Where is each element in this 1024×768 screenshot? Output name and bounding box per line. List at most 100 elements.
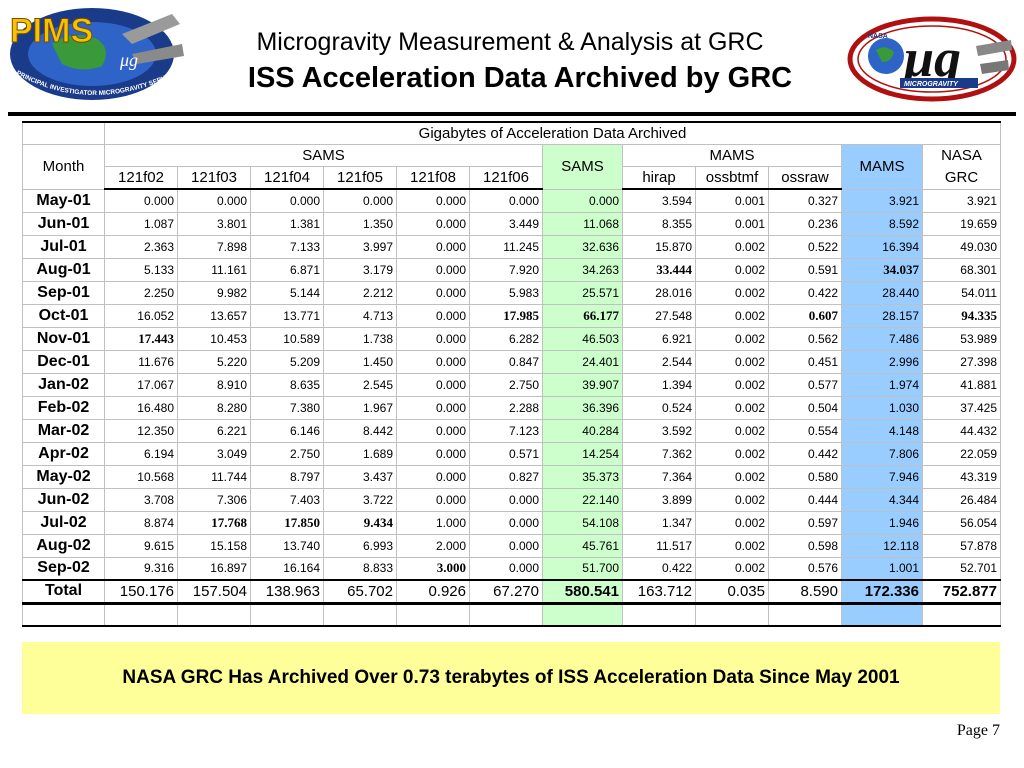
empty-row [22, 602, 1001, 627]
value-cell: 1.394 [622, 372, 696, 397]
value-cell: 0.236 [768, 211, 842, 236]
mams-group-header: MAMS [622, 143, 842, 167]
table-row: Apr-02 6.194 3.049 2.750 1.689 0.000 0.571 14.2… [22, 441, 1001, 466]
month-cell: Apr-02 [22, 441, 105, 466]
column-header: 121f06 [469, 166, 543, 190]
value-cell: 17.768 [177, 510, 251, 535]
value-cell: 0.576 [768, 556, 842, 581]
value-cell: 0.000 [396, 372, 470, 397]
value-cell: 8.910 [177, 372, 251, 397]
acceleration-data-table: Gigabytes of Acceleration Data Archived … [22, 121, 1001, 627]
value-cell: 0.002 [695, 395, 769, 420]
value-cell: 1.738 [323, 326, 397, 351]
value-cell: 0.000 [542, 188, 623, 213]
value-cell: 1.450 [323, 349, 397, 374]
table-row: May-01 0.000 0.000 0.000 0.000 0.000 0.000 0.00… [22, 188, 1001, 213]
value-cell: 6.146 [250, 418, 324, 443]
value-cell: 3.801 [177, 211, 251, 236]
value-cell: 1.001 [841, 556, 923, 581]
table-row: Sep-02 9.316 16.897 16.164 8.833 3.000 0.000 51… [22, 556, 1001, 581]
nasa-grc-header: NASA GRC [922, 143, 1001, 190]
value-cell: 52.701 [922, 556, 1001, 581]
value-cell: 0.002 [695, 349, 769, 374]
value-cell: 2.750 [250, 441, 324, 466]
value-cell: 16.897 [177, 556, 251, 581]
value-cell: 40.284 [542, 418, 623, 443]
value-cell: 0.524 [622, 395, 696, 420]
value-cell: 5.209 [250, 349, 324, 374]
value-cell: 2.996 [841, 349, 923, 374]
value-cell: 10.453 [177, 326, 251, 351]
value-cell: 46.503 [542, 326, 623, 351]
table-row: May-02 10.568 11.744 8.797 3.437 0.000 0.827 35… [22, 464, 1001, 489]
nasa-logo-text: NASA [868, 33, 888, 40]
value-cell: 12.118 [841, 533, 923, 558]
value-cell: 2.544 [622, 349, 696, 374]
value-cell: 0.000 [323, 188, 397, 213]
value-cell: 580.541 [542, 579, 623, 605]
nasa-grc-header-line2: GRC [944, 168, 979, 186]
value-cell: 3.899 [622, 487, 696, 512]
value-cell: 8.442 [323, 418, 397, 443]
table-row: Sep-01 2.250 9.982 5.144 2.212 0.000 5.983 25.5… [22, 280, 1001, 305]
value-cell: 1.030 [841, 395, 923, 420]
value-cell: 16.394 [841, 234, 923, 259]
value-cell: 0.571 [469, 441, 543, 466]
value-cell: 1.689 [323, 441, 397, 466]
value-cell: 0.001 [695, 188, 769, 213]
value-cell: 28.157 [841, 303, 923, 328]
value-cell: 1.381 [250, 211, 324, 236]
value-cell: 34.263 [542, 257, 623, 282]
table-row: Dec-01 11.676 5.220 5.209 1.450 0.000 0.847 24.… [22, 349, 1001, 374]
value-cell: 14.254 [542, 441, 623, 466]
value-cell: 6.194 [104, 441, 178, 466]
value-cell: 28.016 [622, 280, 696, 305]
sams-total-header: SAMS [542, 143, 623, 190]
month-cell: Aug-02 [22, 533, 105, 558]
value-cell: 7.133 [250, 234, 324, 259]
value-cell: 0.002 [695, 487, 769, 512]
value-cell: 24.401 [542, 349, 623, 374]
column-header: 121f05 [323, 166, 397, 190]
value-cell: 3.921 [841, 188, 923, 213]
value-cell: 66.177 [542, 303, 623, 328]
value-cell: 0.002 [695, 418, 769, 443]
value-cell: 7.362 [622, 441, 696, 466]
month-cell: Jun-01 [22, 211, 105, 236]
value-cell: 0.002 [695, 556, 769, 581]
value-cell: 17.850 [250, 510, 324, 535]
column-header: 121f04 [250, 166, 324, 190]
month-header: Month [22, 143, 105, 190]
value-cell: 0.926 [396, 579, 470, 605]
value-cell: 3.449 [469, 211, 543, 236]
table-caption: Gigabytes of Acceleration Data Archived [104, 121, 1001, 145]
value-cell: 0.000 [396, 326, 470, 351]
value-cell: 0.504 [768, 395, 842, 420]
table-row: Jan-02 17.067 8.910 8.635 2.545 0.000 2.750 39.… [22, 372, 1001, 397]
value-cell: 11.245 [469, 234, 543, 259]
value-cell: 3.722 [323, 487, 397, 512]
value-cell: 16.164 [250, 556, 324, 581]
value-cell: 0.522 [768, 234, 842, 259]
pims-logo: PIMS μg PRINCIPAL INVESTIGATOR MICROGRAV… [2, 4, 188, 108]
column-header: ossraw [768, 166, 842, 190]
value-cell: 0.002 [695, 441, 769, 466]
value-cell: 0.000 [469, 487, 543, 512]
value-cell: 3.179 [323, 257, 397, 282]
table-row: Aug-02 9.615 15.158 13.740 6.993 2.000 0.000 45… [22, 533, 1001, 558]
month-cell: Jun-02 [22, 487, 105, 512]
column-header: hirap [622, 166, 696, 190]
value-cell: 35.373 [542, 464, 623, 489]
value-cell: 7.123 [469, 418, 543, 443]
value-cell: 8.280 [177, 395, 251, 420]
value-cell: 0.000 [396, 349, 470, 374]
value-cell: 0.591 [768, 257, 842, 282]
value-cell: 0.000 [396, 303, 470, 328]
microgravity-logo: NASA μg MICROGRAVITY [846, 16, 1018, 102]
value-cell: 0.000 [396, 441, 470, 466]
value-cell: 0.002 [695, 464, 769, 489]
value-cell: 33.444 [622, 257, 696, 282]
value-cell: 0.827 [469, 464, 543, 489]
total-label: Total [22, 579, 105, 605]
value-cell: 0.002 [695, 533, 769, 558]
